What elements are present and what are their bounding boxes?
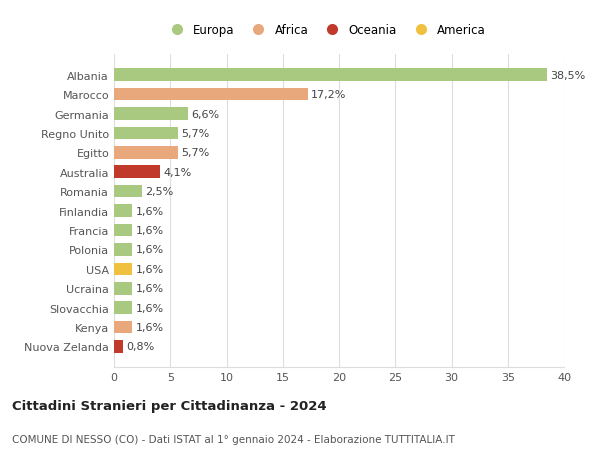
Bar [114,341,123,353]
Text: 2,5%: 2,5% [146,187,174,197]
Bar [114,263,132,275]
Text: 1,6%: 1,6% [136,225,163,235]
Text: 1,6%: 1,6% [136,303,163,313]
Text: 1,6%: 1,6% [136,322,163,332]
Bar [114,224,132,237]
Bar [114,89,308,101]
Text: 17,2%: 17,2% [311,90,346,100]
Text: 1,6%: 1,6% [136,245,163,255]
Text: 1,6%: 1,6% [136,206,163,216]
Legend: Europa, Africa, Oceania, America: Europa, Africa, Oceania, America [161,20,490,40]
Bar [114,147,178,159]
Text: COMUNE DI NESSO (CO) - Dati ISTAT al 1° gennaio 2024 - Elaborazione TUTTITALIA.I: COMUNE DI NESSO (CO) - Dati ISTAT al 1° … [12,434,455,444]
Bar [114,185,142,198]
Text: 5,7%: 5,7% [182,148,210,158]
Bar [114,302,132,314]
Bar [114,108,188,121]
Bar [114,321,132,334]
Bar [114,282,132,295]
Text: 38,5%: 38,5% [551,71,586,80]
Text: 6,6%: 6,6% [191,109,220,119]
Bar [114,127,178,140]
Text: 5,7%: 5,7% [182,129,210,139]
Text: 1,6%: 1,6% [136,264,163,274]
Text: 0,8%: 0,8% [127,342,155,352]
Bar [114,205,132,218]
Bar [114,166,160,179]
Text: 1,6%: 1,6% [136,284,163,294]
Bar [114,69,547,82]
Text: Cittadini Stranieri per Cittadinanza - 2024: Cittadini Stranieri per Cittadinanza - 2… [12,399,326,412]
Bar [114,244,132,256]
Text: 4,1%: 4,1% [163,168,192,177]
